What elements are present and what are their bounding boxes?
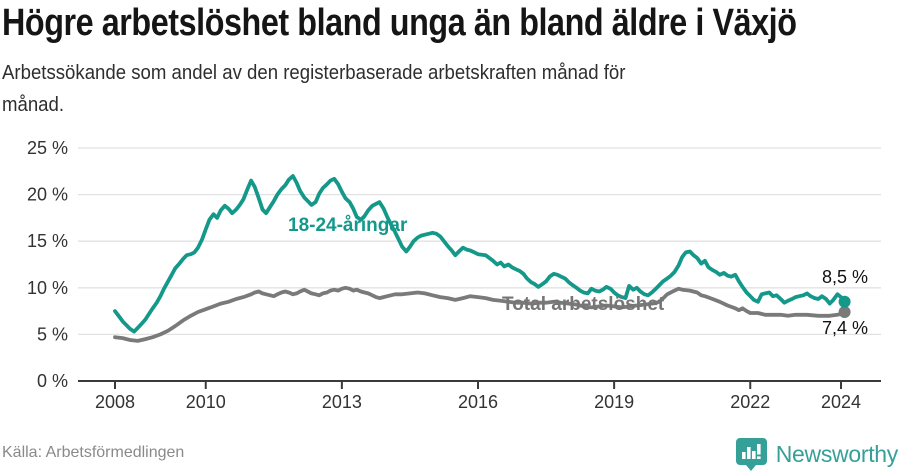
y-axis-tick-label: 15 %: [27, 231, 68, 251]
x-axis-tick-label: 2024: [821, 392, 861, 412]
newsworthy-logo-icon: [735, 437, 767, 471]
y-axis-tick-label: 5 %: [37, 324, 68, 344]
end-value-label-youth: 8,5 %: [821, 267, 868, 287]
y-axis-tick-label: 0 %: [37, 371, 68, 391]
series-end-dot-1: [838, 306, 851, 318]
brand-footer: Newsworthy: [735, 437, 898, 471]
series-end-dot-0: [838, 295, 851, 308]
series-label-total: Total arbetslöshet: [502, 294, 665, 315]
x-axis-tick-label: 2019: [594, 392, 634, 412]
x-axis-tick-label: 2008: [95, 392, 135, 412]
x-axis-tick-label: 2010: [186, 392, 226, 412]
brand-wordmark: Newsworthy: [775, 440, 899, 467]
page-subtitle: Arbetssökande som andel av den registerb…: [2, 62, 626, 116]
series-label-youth: 18-24-åringar: [288, 215, 408, 236]
y-axis-tick-label: 25 %: [27, 138, 68, 158]
series-line-1: [113, 285, 847, 343]
x-axis-tick-label: 2022: [730, 392, 770, 412]
x-axis-tick-label: 2016: [458, 392, 498, 412]
page-title: Högre arbetslöshet bland unga än bland ä…: [2, 2, 797, 44]
x-axis-tick-label: 2013: [322, 392, 362, 412]
y-axis-tick-label: 10 %: [27, 278, 68, 298]
series-line-0: [113, 174, 847, 334]
source-attribution: Källa: Arbetsförmedlingen: [2, 444, 185, 461]
end-value-label-total: 7,4 %: [821, 318, 868, 338]
y-axis-tick-label: 20 %: [27, 185, 68, 205]
